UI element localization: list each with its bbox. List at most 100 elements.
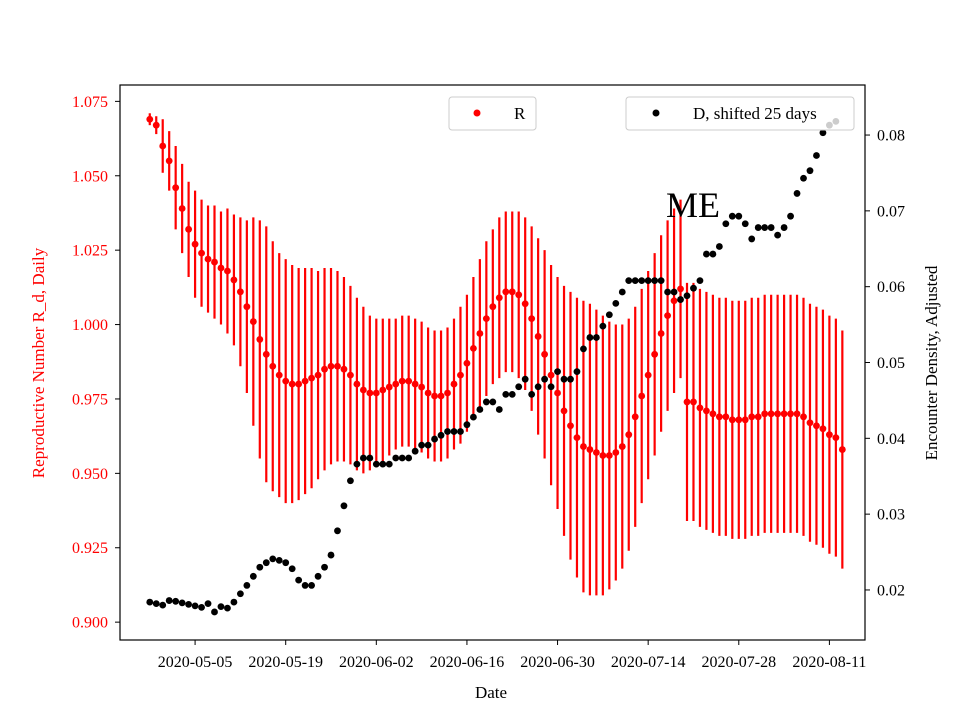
r-point bbox=[288, 380, 296, 388]
r-point bbox=[761, 410, 769, 418]
r-point bbox=[605, 452, 613, 459]
d-point bbox=[437, 431, 445, 439]
d-point bbox=[243, 582, 251, 589]
r-point bbox=[152, 121, 160, 129]
r-point bbox=[586, 446, 594, 453]
d-point bbox=[482, 398, 490, 406]
d-point bbox=[321, 563, 328, 571]
r-point bbox=[612, 449, 620, 456]
r-point bbox=[657, 330, 665, 337]
r-point bbox=[437, 392, 445, 400]
r-point bbox=[353, 380, 361, 388]
r-point bbox=[703, 407, 710, 415]
r-point bbox=[800, 413, 807, 421]
r-point bbox=[728, 416, 736, 424]
r-point bbox=[424, 389, 432, 397]
r-point bbox=[347, 371, 354, 379]
r-point bbox=[204, 255, 212, 263]
r-point bbox=[696, 404, 704, 412]
y-right-tick-label: 0.05 bbox=[877, 355, 905, 372]
r-point bbox=[722, 413, 730, 421]
r-point bbox=[405, 377, 413, 385]
r-point bbox=[457, 371, 464, 379]
d-point bbox=[703, 250, 710, 258]
r-point bbox=[670, 297, 678, 305]
y-axis-right-label: Encounter Density, Adjusted bbox=[922, 265, 941, 460]
d-point bbox=[191, 602, 199, 610]
r-point bbox=[224, 267, 231, 275]
x-tick-label: 2020-05-19 bbox=[248, 654, 323, 671]
r-point bbox=[243, 303, 251, 311]
d-point bbox=[476, 406, 484, 413]
y-left-tick-label: 1.050 bbox=[72, 168, 108, 185]
r-point bbox=[359, 386, 367, 394]
r-point bbox=[560, 407, 568, 415]
d-point bbox=[340, 502, 348, 510]
d-point bbox=[327, 551, 335, 559]
d-point bbox=[567, 375, 574, 383]
d-point bbox=[489, 398, 497, 406]
r-point bbox=[541, 350, 549, 358]
r-point bbox=[748, 413, 756, 421]
d-point bbox=[334, 527, 341, 535]
d-point bbox=[508, 390, 516, 398]
d-point bbox=[515, 383, 523, 391]
d-point bbox=[631, 277, 639, 285]
d-point bbox=[748, 235, 756, 243]
r-point bbox=[677, 285, 684, 293]
r-point bbox=[767, 410, 775, 418]
r-point bbox=[592, 449, 600, 456]
r-point bbox=[547, 371, 555, 379]
r-point bbox=[495, 294, 503, 302]
d-point bbox=[288, 565, 296, 573]
d-point bbox=[444, 428, 451, 435]
r-point bbox=[793, 410, 801, 418]
r-point bbox=[159, 142, 167, 150]
r-point bbox=[715, 413, 723, 421]
r-point bbox=[185, 225, 193, 233]
d-point bbox=[592, 334, 600, 341]
d-point bbox=[612, 299, 620, 307]
d-point bbox=[541, 375, 549, 383]
r-point bbox=[819, 425, 827, 433]
d-point bbox=[470, 413, 477, 421]
d-point bbox=[683, 292, 691, 300]
legend-d: D, shifted 25 days bbox=[625, 96, 855, 131]
r-point bbox=[780, 410, 788, 418]
r-point bbox=[314, 371, 322, 379]
d-point bbox=[275, 556, 283, 564]
r-point bbox=[366, 389, 374, 397]
d-point bbox=[372, 460, 380, 468]
d-point bbox=[586, 334, 594, 341]
r-point bbox=[463, 359, 471, 367]
r-point bbox=[754, 413, 762, 421]
r-point bbox=[838, 446, 846, 453]
d-point bbox=[715, 243, 723, 250]
r-point bbox=[372, 389, 380, 397]
r-point bbox=[832, 434, 840, 442]
r-point bbox=[269, 362, 277, 370]
d-point-group bbox=[146, 117, 840, 616]
r-point bbox=[470, 344, 477, 352]
d-point bbox=[152, 600, 160, 608]
d-point bbox=[625, 277, 633, 285]
d-point bbox=[347, 477, 354, 485]
d-point bbox=[159, 601, 167, 609]
d-point bbox=[696, 277, 704, 285]
d-point bbox=[754, 224, 762, 231]
r-point bbox=[508, 288, 516, 296]
y-right-tick-label: 0.03 bbox=[877, 507, 905, 524]
d-point bbox=[392, 454, 400, 462]
y-left-tick-label: 0.900 bbox=[72, 615, 108, 632]
d-point bbox=[599, 322, 607, 330]
r-point bbox=[444, 389, 451, 397]
r-point bbox=[236, 288, 244, 296]
r-point bbox=[146, 115, 154, 123]
r-point bbox=[392, 380, 400, 388]
r-point bbox=[211, 258, 218, 266]
r-point bbox=[573, 434, 581, 442]
r-point bbox=[644, 371, 652, 379]
r-point bbox=[327, 362, 335, 370]
d-point bbox=[424, 441, 432, 449]
